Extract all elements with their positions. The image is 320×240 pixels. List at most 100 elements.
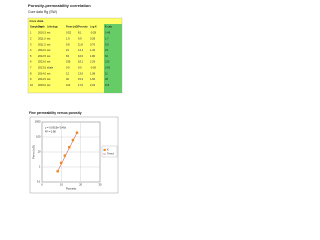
legend-label: Trend bbox=[107, 152, 114, 156]
table-cell: 2012.0 bbox=[38, 48, 46, 52]
table-cell: 1.60 bbox=[90, 77, 96, 81]
equation: y = 0.0615e^0.45x bbox=[45, 126, 67, 130]
table-cell: 1.7 bbox=[105, 36, 109, 40]
chart-title: Fine permeability versus porosity bbox=[29, 111, 82, 115]
table-cell: sst bbox=[47, 36, 51, 40]
table-cell: 63 bbox=[66, 54, 69, 58]
table-cell: 14.1 bbox=[78, 48, 84, 52]
y-tick-label: 1000 bbox=[35, 120, 41, 124]
table-cell: 16.0 bbox=[78, 54, 84, 58]
table-cell: 40 bbox=[66, 77, 69, 81]
column-header: Depth bbox=[38, 26, 45, 29]
x-tick-label: 20 bbox=[79, 183, 82, 187]
page: Porosity-permeability correlation Core d… bbox=[0, 0, 149, 198]
data-point bbox=[56, 170, 59, 173]
table-cell: sst bbox=[47, 77, 51, 81]
table-cell: 2014.5 bbox=[38, 77, 46, 81]
table-cell: 0.76 bbox=[90, 42, 96, 46]
table-cell: 2011.5 bbox=[38, 42, 46, 46]
table-cell: 9 bbox=[30, 77, 32, 81]
table-cell: sst bbox=[47, 54, 51, 58]
y-axis-label: Perm (mD) bbox=[32, 145, 36, 159]
table-cell: 13.0 bbox=[78, 71, 84, 75]
table-cell: 15.2 bbox=[78, 77, 84, 81]
table-cell: 7 bbox=[30, 65, 32, 69]
legend-marker bbox=[103, 148, 106, 151]
table-cell: 2.29 bbox=[90, 60, 96, 64]
table-cell: 3 bbox=[30, 42, 32, 46]
x-tick-label: 0 bbox=[41, 183, 43, 187]
table-cell: 2015.0 bbox=[38, 83, 46, 87]
table-cell: 2013.5 bbox=[38, 65, 46, 69]
table-cell: 21 bbox=[66, 48, 69, 52]
x-tick-label: 30 bbox=[99, 183, 102, 187]
table-cell: 195 bbox=[66, 60, 71, 64]
table-cell: 0.95 bbox=[105, 65, 111, 69]
x-tick-label: 10 bbox=[60, 183, 63, 187]
x-axis-label: Porosity bbox=[66, 187, 77, 191]
table-cell: 6 bbox=[30, 60, 32, 64]
column-header: Perm (mD) bbox=[66, 26, 78, 29]
y-tick-label: 10 bbox=[38, 150, 41, 154]
legend-box bbox=[101, 145, 118, 158]
table-cell: 1.80 bbox=[90, 54, 96, 58]
table-cell: 17.0 bbox=[78, 83, 84, 87]
table-cell: sst bbox=[47, 83, 51, 87]
table-cell: 1 bbox=[30, 31, 32, 35]
document: Porosity-permeability correlation Core d… bbox=[0, 0, 149, 198]
column-header: Lithology bbox=[47, 26, 58, 29]
table-cell: sst bbox=[47, 71, 51, 75]
data-point bbox=[68, 145, 71, 149]
table-cell: 0.52 bbox=[66, 31, 72, 35]
table-cell: 0.28 bbox=[90, 36, 96, 40]
table-cell: 9.0 bbox=[78, 65, 82, 69]
title: Porosity-permeability correlation bbox=[28, 3, 91, 8]
column-header: Porosity bbox=[78, 26, 88, 29]
table-cell: 8.1 bbox=[78, 31, 82, 35]
y-tick-label: 100 bbox=[36, 135, 41, 139]
table-cell: 12 bbox=[66, 71, 69, 75]
table-cell: sst bbox=[47, 60, 51, 64]
data-point bbox=[59, 161, 63, 165]
table-cell: 8 bbox=[30, 71, 32, 75]
subtitle: Core data Rg (SW) bbox=[28, 10, 57, 14]
table-cell: -0.05 bbox=[90, 65, 96, 69]
legend-label: K bbox=[107, 148, 109, 152]
table-cell: 5.9 bbox=[105, 42, 109, 46]
table-cell: -0.28 bbox=[90, 31, 96, 35]
table-cell: 9.9 bbox=[78, 36, 82, 40]
table-cell: 11 bbox=[105, 71, 108, 75]
table-cell: 1.9 bbox=[66, 36, 70, 40]
table-caption: Core data bbox=[30, 19, 44, 23]
data-point bbox=[71, 138, 75, 142]
table-cell: 2012.5 bbox=[38, 54, 46, 58]
table-cell: 38 bbox=[105, 77, 108, 81]
table-cell: 2 bbox=[30, 36, 32, 40]
table-cell: sst bbox=[47, 42, 51, 46]
column-header: Sample no bbox=[30, 26, 43, 29]
table-cell: 18.1 bbox=[78, 60, 84, 64]
column-header: Log K bbox=[90, 26, 97, 29]
chart: 0.1 1 10 100 1000 0 10 20 30 Porosity Perm (mD) y =… bbox=[32, 120, 118, 191]
highlight-column bbox=[104, 24, 122, 93]
table-cell: 0.48 bbox=[105, 31, 111, 35]
table-cell: 115 bbox=[105, 83, 110, 87]
table-cell: 4 bbox=[30, 48, 32, 52]
table-cell: 2.04 bbox=[90, 83, 96, 87]
data-point bbox=[75, 131, 79, 134]
table-cell: 5.8 bbox=[66, 42, 70, 46]
table-cell: 2014.0 bbox=[38, 71, 46, 75]
column-header: K calc bbox=[105, 26, 113, 29]
table-cell: 210 bbox=[105, 60, 110, 64]
table-cell: 10 bbox=[30, 83, 33, 87]
table-cell: 19 bbox=[105, 48, 108, 52]
table-cell: 2010.5 bbox=[38, 31, 46, 35]
table-cell: 11.8 bbox=[78, 42, 83, 46]
table-cell: 2011.0 bbox=[38, 36, 46, 40]
table-cell: 2013.0 bbox=[38, 60, 46, 64]
table-cell: 1.08 bbox=[90, 71, 96, 75]
table-cell: 1.32 bbox=[90, 48, 96, 52]
table-cell: sst bbox=[47, 48, 51, 52]
table-cell: 110 bbox=[66, 83, 71, 87]
